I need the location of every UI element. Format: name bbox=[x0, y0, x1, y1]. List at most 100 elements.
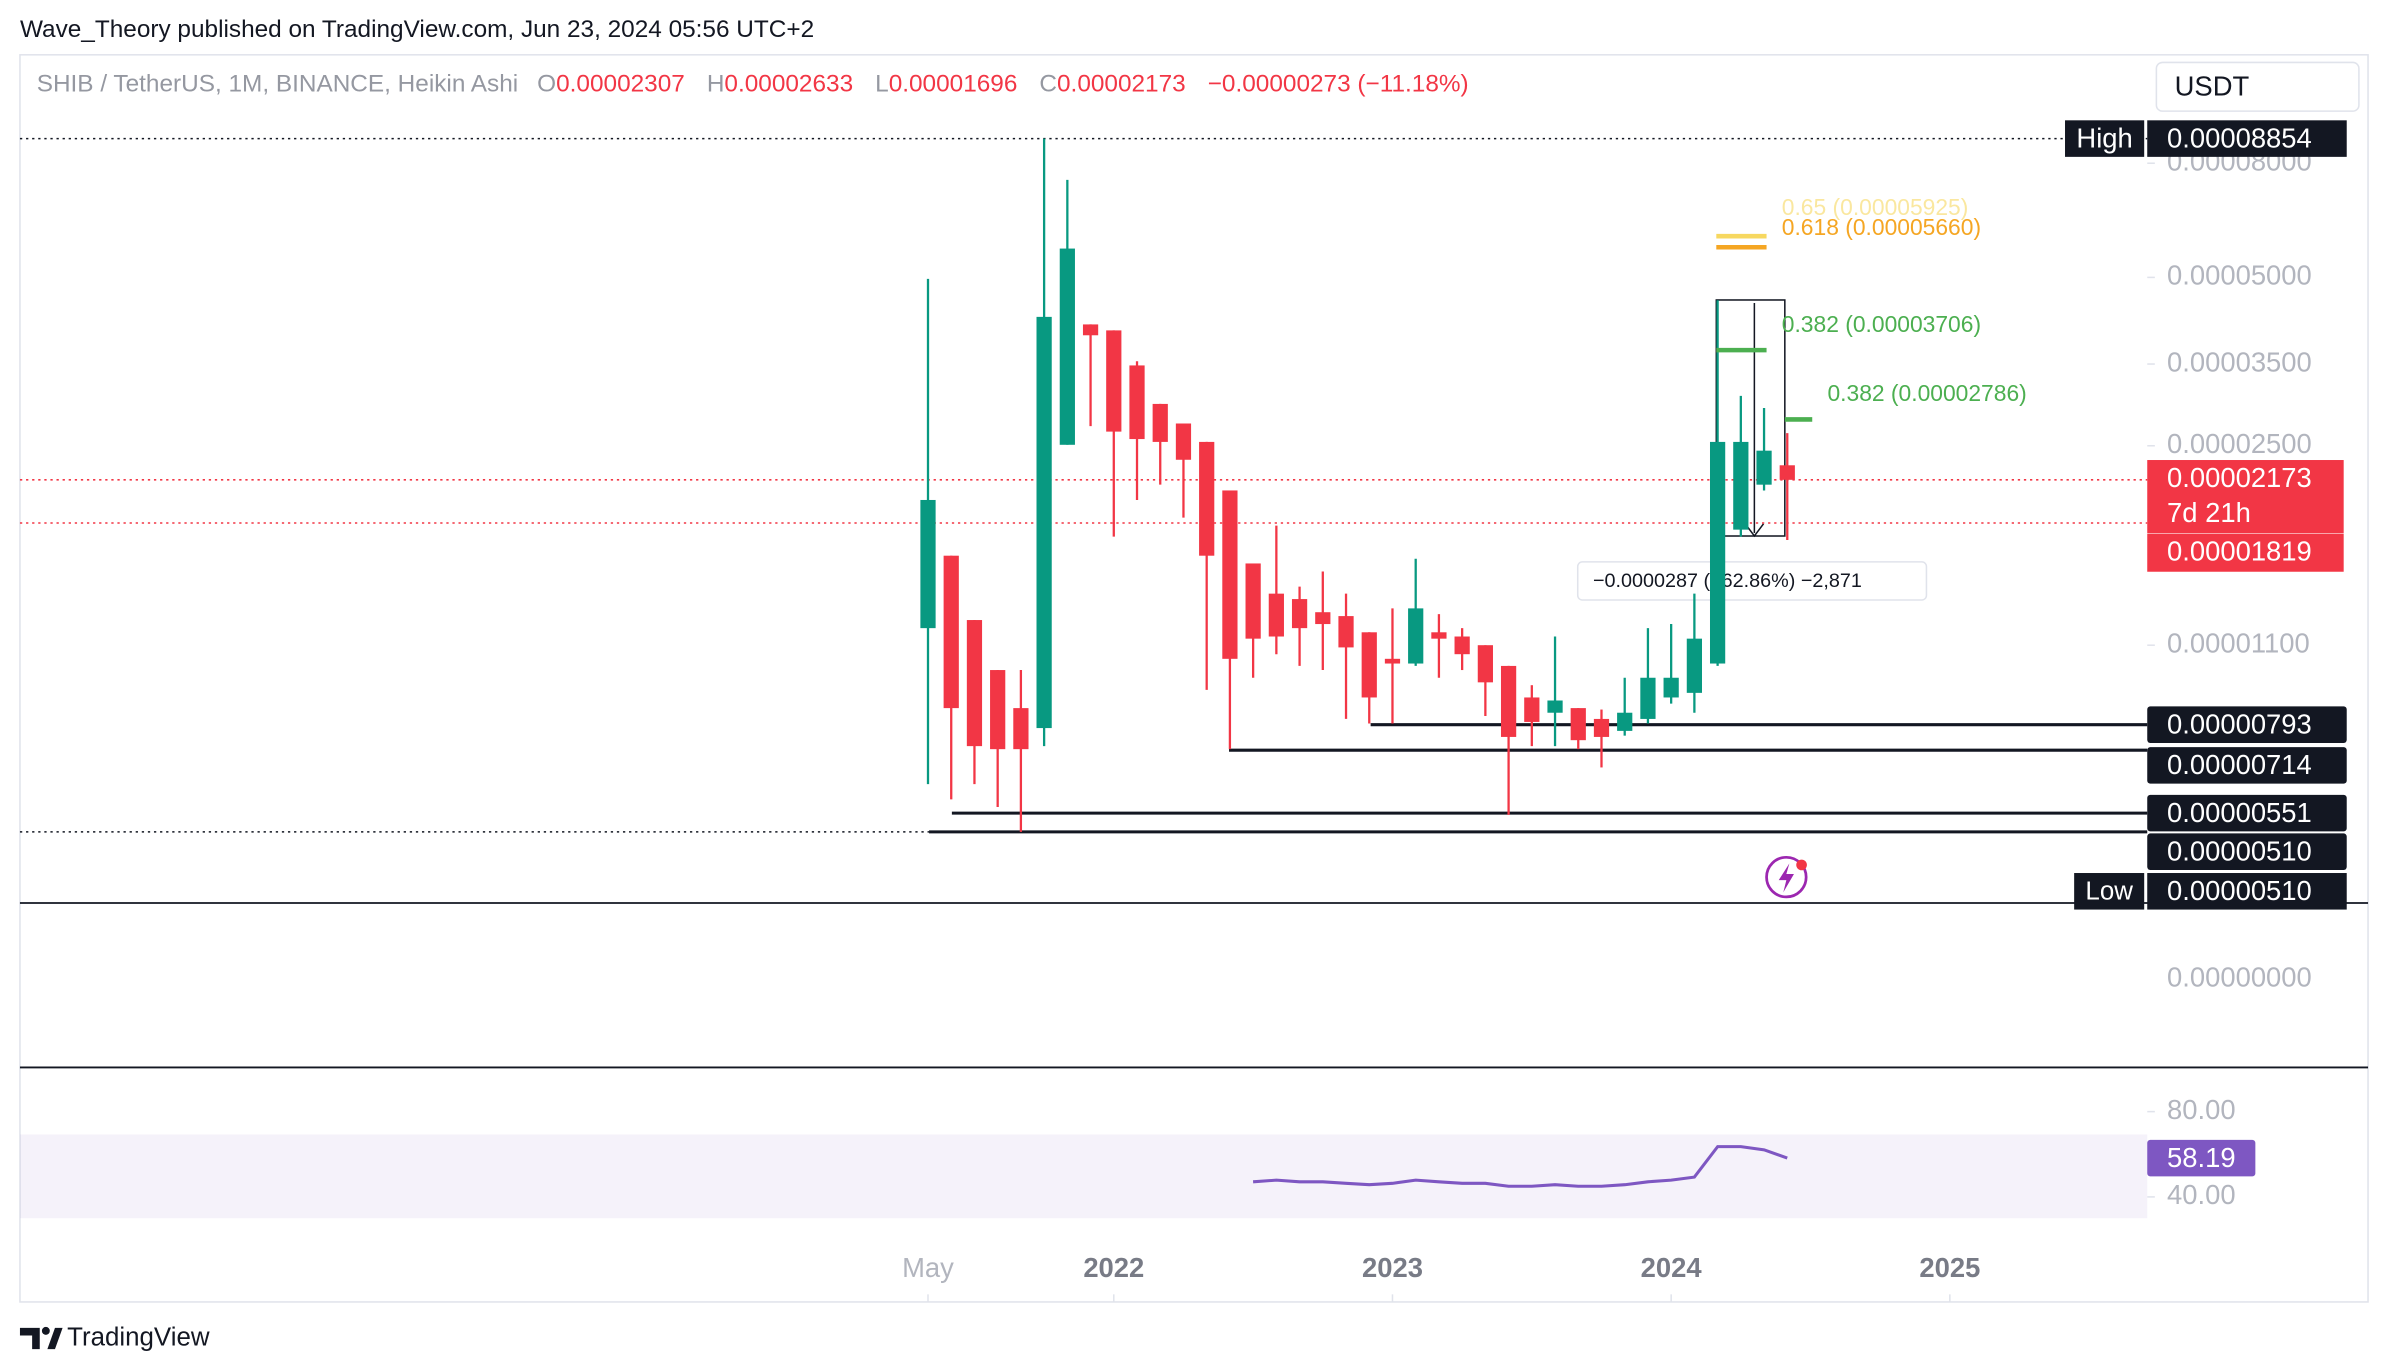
x-tick-label: May bbox=[902, 1252, 954, 1283]
logo-part bbox=[19, 1327, 40, 1350]
x-tick-label: 2022 bbox=[1083, 1252, 1144, 1283]
candle-body bbox=[1570, 708, 1586, 741]
candle-body bbox=[920, 499, 936, 629]
candle-body bbox=[1593, 718, 1610, 737]
ohlc-key: H bbox=[707, 71, 725, 98]
candle-body bbox=[1756, 450, 1772, 485]
second-price-box bbox=[2147, 533, 2344, 572]
footer-brand: TradingView bbox=[67, 1323, 210, 1351]
last-price: 0.00002173 bbox=[2167, 462, 2312, 493]
candle-body bbox=[1431, 632, 1447, 639]
ohlc-key: L bbox=[875, 71, 889, 98]
level-label: 0.00000793 bbox=[2167, 708, 2312, 739]
candle-body bbox=[1338, 616, 1354, 648]
candle-body bbox=[1686, 638, 1702, 693]
level-label: 0.00000714 bbox=[2167, 749, 2312, 780]
candle-body bbox=[1268, 593, 1284, 637]
candle-body bbox=[1454, 636, 1470, 655]
rsi-band bbox=[19, 1134, 2148, 1219]
logo-part bbox=[41, 1326, 50, 1335]
low-label: Low bbox=[2085, 878, 2133, 906]
logo-part bbox=[47, 1327, 63, 1350]
candle-body bbox=[1733, 441, 1749, 530]
candle-body bbox=[1524, 697, 1540, 722]
ohlc-key: O bbox=[537, 71, 556, 98]
alert-dot[interactable] bbox=[1796, 859, 1807, 871]
level-label: 0.00000551 bbox=[2167, 797, 2312, 828]
low-value-box bbox=[2147, 873, 2347, 910]
level-label-box bbox=[2147, 794, 2347, 832]
second-price: 0.00001819 bbox=[2167, 536, 2312, 567]
macd-zero-label: 0.00000000 bbox=[2167, 961, 2312, 992]
countdown: 7d 21h bbox=[2167, 497, 2251, 528]
candle-body bbox=[1129, 365, 1145, 440]
candle-body bbox=[1036, 316, 1052, 729]
symbol-line: SHIB / TetherUS, 1M, BINANCE, Heikin Ash… bbox=[37, 71, 1469, 98]
candle-body bbox=[1013, 708, 1029, 750]
level-label: 0.00000510 bbox=[2167, 835, 2312, 866]
y-tick-label: 0.00003500 bbox=[2167, 346, 2312, 377]
measure-box bbox=[1715, 299, 1786, 537]
alert-bolt[interactable] bbox=[1778, 863, 1794, 893]
ohlc-value: 0.00002173 bbox=[1057, 71, 1186, 98]
candle-body bbox=[1291, 599, 1308, 629]
footer-logo bbox=[19, 1326, 63, 1350]
candle-body bbox=[1245, 563, 1261, 639]
candle-body bbox=[1408, 608, 1424, 664]
level-label-box bbox=[2147, 747, 2347, 784]
level-label-box bbox=[2147, 833, 2347, 870]
y-tick-label: 0.00002500 bbox=[2167, 428, 2312, 459]
ohlc-value: 0.00002307 bbox=[556, 71, 685, 98]
currency[interactable]: USDT bbox=[2175, 71, 2250, 102]
rsi-line bbox=[1252, 1145, 1788, 1188]
candle-body bbox=[1361, 632, 1377, 698]
ohlc-value: 0.00001696 bbox=[889, 71, 1018, 98]
level-label-box bbox=[2147, 706, 2347, 743]
candle-body bbox=[1709, 441, 1726, 664]
high-label: High bbox=[2076, 122, 2132, 153]
fib-label: 0.382 (0.00003706) bbox=[1782, 311, 1981, 337]
candle-body bbox=[1640, 677, 1656, 719]
fib-label: 0.65 (0.00005925) bbox=[1782, 194, 1969, 220]
candle-body bbox=[1384, 658, 1401, 664]
ohlc-value: 0.00002633 bbox=[724, 71, 853, 98]
high-label-box bbox=[2065, 120, 2145, 157]
candle-body bbox=[966, 620, 983, 747]
low-value: 0.00000510 bbox=[2167, 875, 2312, 906]
last-price-box bbox=[2147, 460, 2344, 534]
chart-frame bbox=[19, 54, 2369, 1303]
high-value: 0.00008854 bbox=[2167, 122, 2312, 153]
change: −0.00000273 (−11.18%) bbox=[1208, 71, 1469, 98]
rsi-tick-label: 80.00 bbox=[2167, 1094, 2236, 1125]
x-tick-label: 2023 bbox=[1362, 1252, 1423, 1283]
candle-body bbox=[1175, 423, 1192, 460]
candle-body bbox=[1106, 330, 1122, 432]
high-value-box bbox=[2147, 120, 2347, 157]
candle-body bbox=[1199, 441, 1215, 556]
candle-body bbox=[1059, 248, 1075, 445]
currency-box[interactable] bbox=[2155, 61, 2360, 112]
measure-label: −0.0000287 (−62.86%) −2,871 bbox=[1593, 570, 1862, 592]
candle-body bbox=[1547, 700, 1563, 713]
fib-label: 0.618 (0.00005660) bbox=[1782, 214, 1981, 240]
candle-body bbox=[1663, 677, 1679, 698]
candle-body bbox=[1500, 665, 1517, 737]
rsi-value: 58.19 bbox=[2167, 1142, 2236, 1173]
candle-body bbox=[1152, 403, 1168, 442]
symbol: SHIB / TetherUS, 1M, BINANCE, Heikin Ash… bbox=[37, 71, 518, 98]
rsi-value-box bbox=[2147, 1139, 2256, 1177]
fib-label: 0.382 (0.00002786) bbox=[1827, 380, 2026, 406]
candle-body bbox=[1315, 612, 1331, 625]
low-label-box bbox=[2074, 873, 2145, 910]
candle-body bbox=[1779, 465, 1795, 480]
candle-body bbox=[943, 555, 959, 709]
y-tick-label: 0.00005000 bbox=[2167, 260, 2312, 291]
x-tick-label: 2024 bbox=[1641, 1252, 1703, 1283]
alert-icon[interactable] bbox=[1765, 855, 1808, 899]
y-tick-label: 0.00001100 bbox=[2167, 627, 2310, 658]
publisher: Wave_Theory published on TradingView.com… bbox=[20, 16, 814, 43]
candle-body bbox=[1222, 490, 1238, 659]
candle-body bbox=[1082, 324, 1099, 336]
